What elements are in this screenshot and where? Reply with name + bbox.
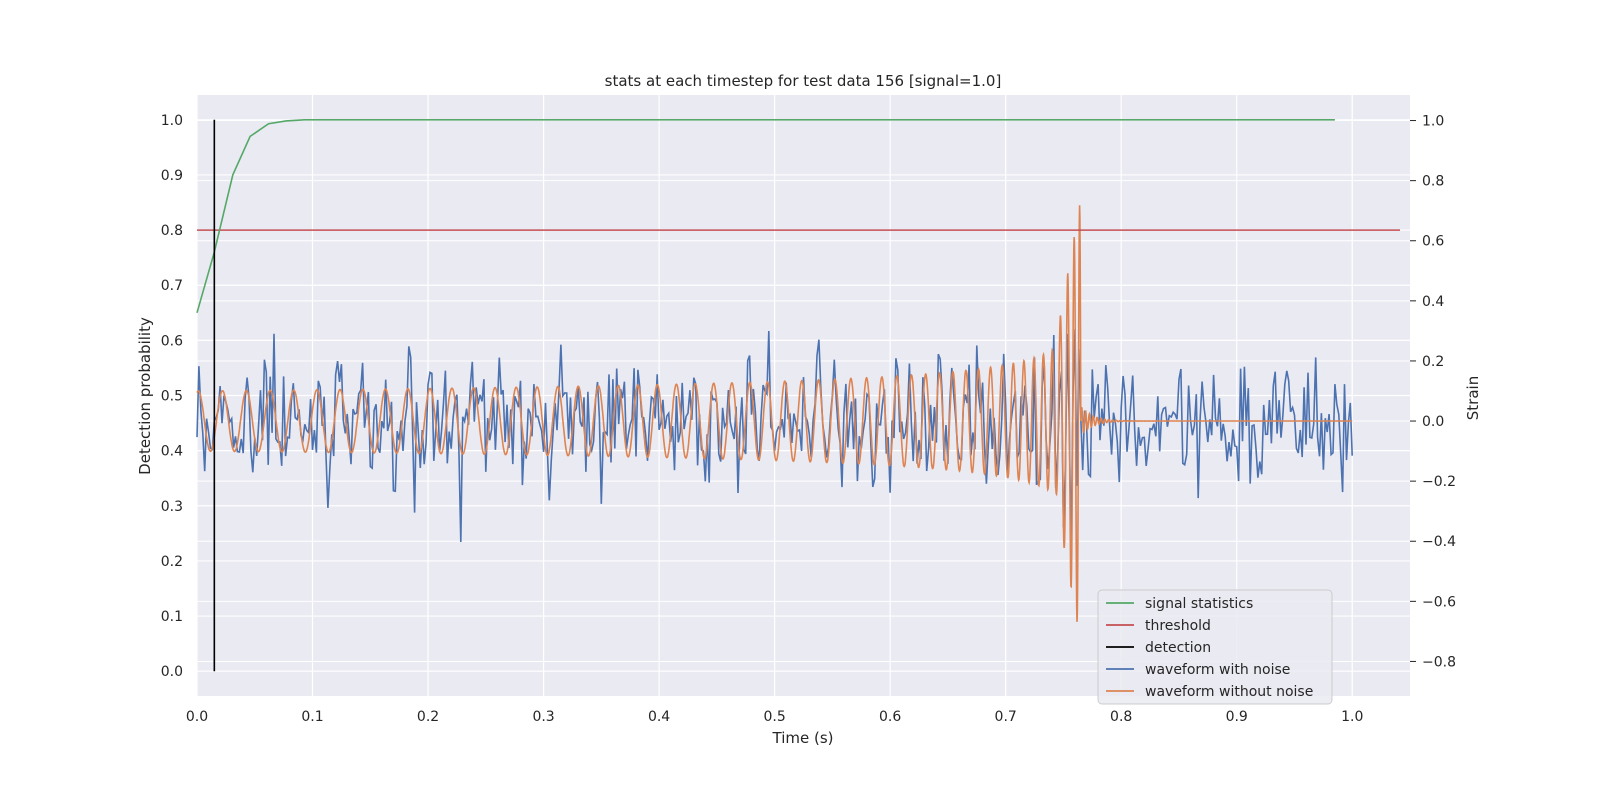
chart-title: stats at each timestep for test data 156… (605, 72, 1002, 90)
y-right-tick-label: 0.8 (1422, 174, 1444, 190)
y-left-tick-label: 0.1 (161, 609, 183, 625)
x-tick-label: 0.4 (648, 709, 670, 725)
x-tick-label: 0.9 (1226, 709, 1248, 725)
x-tick-label: 0.0 (186, 709, 208, 725)
legend-entry: waveform with noise (1145, 662, 1290, 678)
x-tick-label: 0.3 (532, 709, 554, 725)
y-right-tick-label: −0.6 (1422, 594, 1456, 610)
series-layer (196, 119, 1400, 672)
y-right-tick-label: −0.4 (1422, 534, 1456, 550)
y-left-tick-label: 0.5 (161, 389, 183, 405)
legend-entry: threshold (1145, 618, 1211, 634)
y-left-tick-labels: 0.0 0.1 0.2 0.3 0.4 0.5 0.6 0.7 0.8 0.9 1.0 (161, 113, 183, 680)
y-right-tick-label: 0.0 (1422, 414, 1444, 430)
x-tick-label: 0.5 (763, 709, 785, 725)
x-tick-label: 1.0 (1341, 709, 1363, 725)
y-left-axis-label: Detection probability (136, 317, 154, 475)
legend-entry: waveform without noise (1145, 684, 1313, 700)
y-left-tick-label: 0.8 (161, 223, 183, 239)
x-axis-label: Time (s) (772, 729, 834, 747)
x-tick-label: 0.8 (1110, 709, 1132, 725)
series-signal-statistics (196, 119, 1335, 314)
x-tick-label: 0.6 (879, 709, 901, 725)
y-right-tick-label: 0.6 (1422, 234, 1444, 250)
y-left-tick-label: 0.3 (161, 499, 183, 515)
y-right-tick-label: 0.4 (1422, 294, 1444, 310)
y-right-tick-label: 0.2 (1422, 354, 1444, 370)
legend-box (1097, 589, 1333, 705)
y-left-tick-label: 0.6 (161, 333, 183, 349)
series-waveform-without-noise (196, 205, 1353, 622)
y-right-axis-label: Strain (1464, 376, 1482, 420)
y-right-tick-label: −0.8 (1422, 654, 1456, 670)
legend-entry: signal statistics (1145, 596, 1253, 612)
y-left-tick-label: 0.2 (161, 554, 183, 570)
y-right-tick-labels: −0.8 −0.6 −0.4 −0.2 0.0 0.2 0.4 0.6 0.8 1.0 (1410, 114, 1456, 670)
x-tick-label: 0.2 (417, 709, 439, 725)
y-right-tick-label: 1.0 (1422, 114, 1444, 130)
y-left-tick-label: 0.4 (161, 444, 183, 460)
x-tick-labels: 0.0 0.1 0.2 0.3 0.4 0.5 0.6 0.7 0.8 0.9 1.0 (186, 709, 1364, 725)
y-left-tick-label: 0.0 (161, 664, 183, 680)
legend: signal statistics threshold detection wavef… (1097, 589, 1333, 705)
y-right-tick-label: −0.2 (1422, 474, 1456, 490)
y-left-tick-label: 1.0 (161, 113, 183, 129)
legend-entry: detection (1145, 640, 1211, 656)
x-tick-label: 0.1 (301, 709, 323, 725)
y-left-tick-label: 0.7 (161, 278, 183, 294)
y-left-tick-label: 0.9 (161, 168, 183, 184)
x-tick-label: 0.7 (995, 709, 1017, 725)
